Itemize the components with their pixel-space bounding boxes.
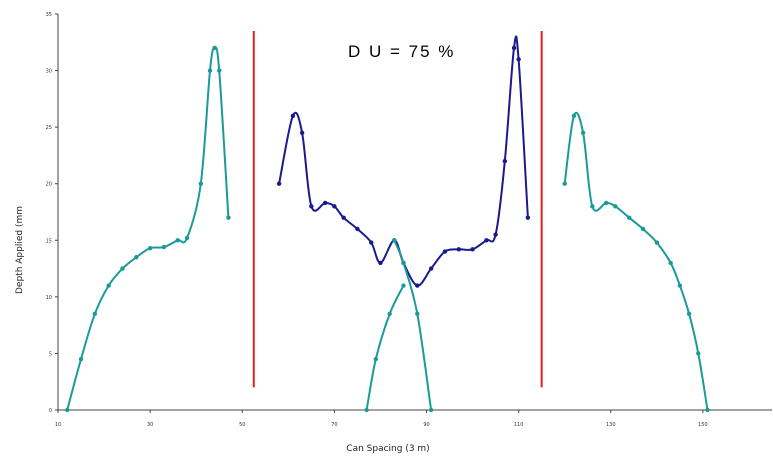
data-point: [401, 283, 406, 288]
series-line: [66, 46, 230, 411]
data-point: [415, 283, 420, 288]
series-teal: [364, 283, 406, 413]
plot-area: 0 5 10 15 20 25 30 35 10 30 50 70 90 110 130 150: [46, 12, 772, 428]
series-line: [278, 35, 529, 287]
series-navy: [276, 35, 531, 288]
data-point: [387, 311, 392, 317]
data-point: [212, 45, 217, 51]
data-point: [207, 68, 213, 73]
data-point: [341, 215, 346, 220]
du-annotation: D U = 75 %: [348, 42, 455, 61]
data-point: [276, 181, 282, 186]
data-point: [378, 260, 383, 266]
series-line: [563, 111, 709, 411]
data-point: [134, 255, 139, 260]
data-point: [198, 181, 203, 186]
data-point: [78, 356, 84, 362]
data-point: [456, 247, 461, 252]
data-point: [428, 407, 434, 413]
series-teal: [562, 111, 710, 413]
reference-lines: [252, 30, 543, 388]
data-point: [686, 311, 692, 317]
data-point: [161, 244, 167, 250]
data-point: [332, 204, 337, 209]
y-tick-label: 20: [46, 182, 52, 188]
data-point: [184, 235, 190, 241]
data-point: [369, 240, 374, 245]
data-point: [322, 200, 328, 206]
data-point: [562, 181, 567, 186]
data-point: [640, 226, 646, 232]
x-ticks: 10 30 50 70 90 110 130 150: [55, 410, 708, 428]
data-point: [484, 238, 489, 243]
data-point: [525, 215, 531, 220]
data-point: [415, 311, 420, 317]
data-point: [654, 240, 660, 245]
data-point: [705, 407, 710, 413]
x-tick-label: 90: [423, 422, 429, 428]
data-point: [92, 311, 98, 317]
data-point: [668, 260, 673, 266]
data-point: [511, 45, 517, 51]
x-tick-label: 10: [55, 422, 61, 428]
y-ticks: 0 5 10 15 20 25 30 35: [46, 12, 58, 414]
data-point: [613, 204, 618, 209]
data-point: [627, 215, 632, 220]
data-point: [120, 266, 125, 271]
series-teal: [65, 45, 231, 413]
data-point: [364, 407, 369, 413]
series-layer: [65, 35, 710, 413]
data-point: [309, 204, 314, 209]
data-point: [470, 247, 475, 252]
series-line: [393, 239, 433, 411]
data-point: [175, 238, 180, 243]
data-point: [299, 130, 305, 135]
y-tick-label: 30: [46, 69, 52, 75]
data-point: [373, 356, 379, 362]
data-point: [290, 113, 296, 119]
data-point: [226, 215, 231, 220]
data-point: [580, 130, 586, 135]
data-point: [696, 351, 701, 356]
data-point: [65, 407, 70, 413]
data-point: [392, 238, 397, 243]
data-point: [355, 226, 360, 232]
data-point: [401, 260, 406, 266]
data-point: [217, 68, 222, 73]
y-tick-label: 15: [46, 238, 52, 244]
data-point: [106, 283, 111, 288]
data-point: [147, 246, 153, 251]
series-line: [365, 285, 405, 411]
x-tick-label: 130: [606, 422, 616, 428]
data-point: [677, 283, 683, 288]
x-tick-label: 110: [514, 422, 524, 428]
y-tick-label: 0: [49, 408, 52, 414]
data-point: [516, 57, 521, 62]
data-point: [502, 158, 508, 164]
data-point: [571, 113, 577, 119]
y-tick-label: 10: [46, 295, 52, 301]
y-axis-label: Depth Applied (mm: [15, 206, 25, 294]
data-point: [590, 204, 595, 209]
y-tick-label: 25: [46, 125, 52, 131]
x-tick-label: 70: [331, 422, 337, 428]
y-tick-label: 5: [49, 351, 52, 357]
x-tick-label: 150: [698, 422, 708, 428]
series-teal: [392, 238, 434, 413]
data-point: [603, 200, 609, 206]
x-tick-label: 50: [239, 422, 245, 428]
data-point: [428, 266, 434, 271]
x-axis-label: Can Spacing (3 m): [346, 444, 429, 454]
data-point: [493, 232, 498, 237]
y-tick-label: 35: [46, 12, 52, 18]
data-point: [442, 249, 448, 254]
x-tick-label: 30: [147, 422, 153, 428]
